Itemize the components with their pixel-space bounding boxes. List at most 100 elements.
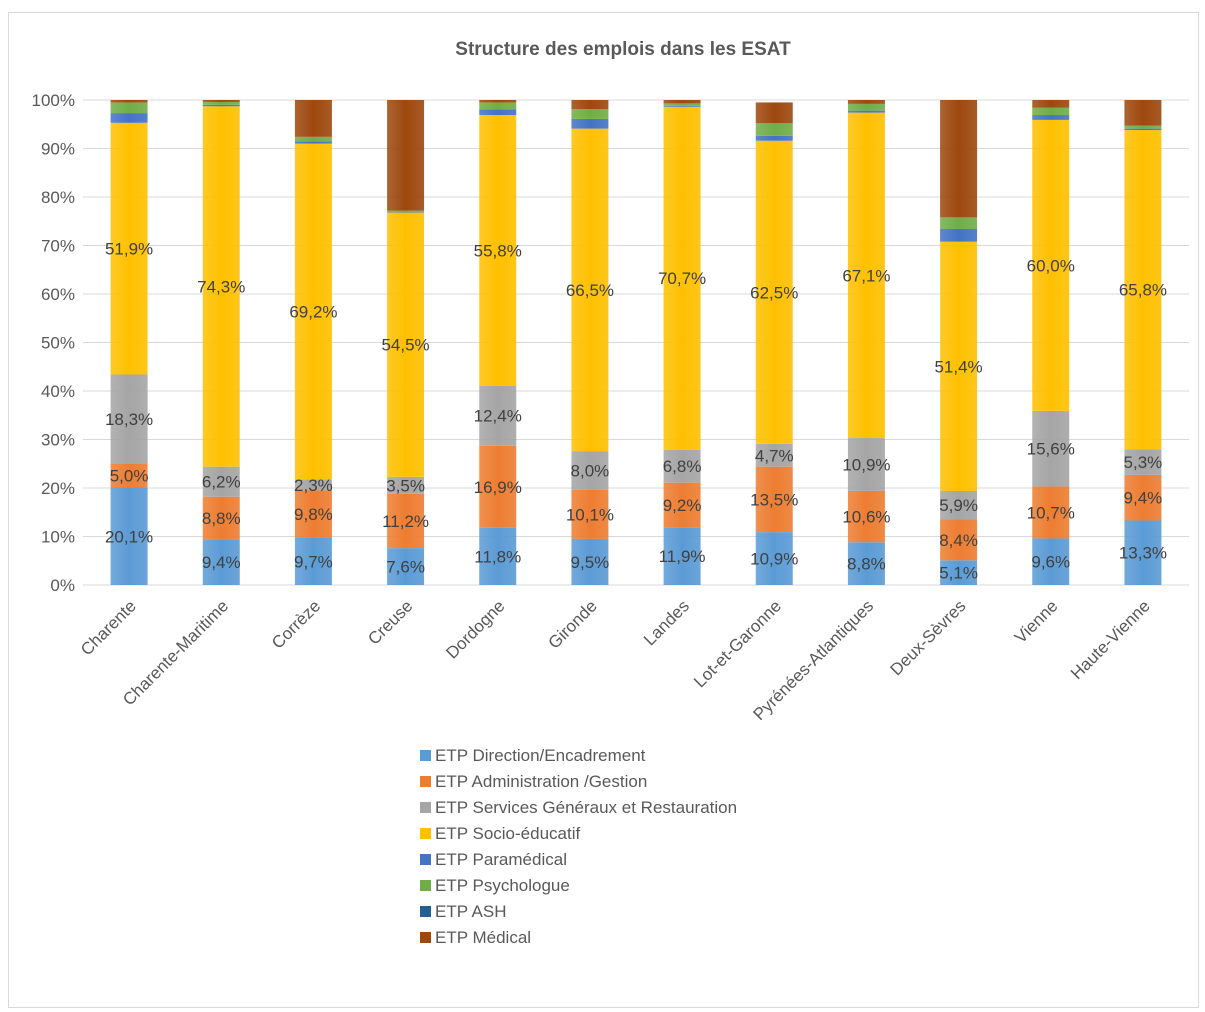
y-tick-label: 70% (41, 237, 75, 256)
data-label: 3,5% (386, 476, 425, 495)
bar-segment (202, 496, 240, 540)
bar-segment (940, 241, 978, 491)
x-tick-label: Deux-Sèvres (886, 596, 969, 679)
bar-segment (110, 463, 148, 488)
bar-segment (1032, 410, 1070, 487)
data-label: 5,1% (939, 564, 978, 583)
bar-segment (294, 141, 332, 144)
bar-segment (294, 136, 332, 142)
bar-segment (1032, 100, 1070, 108)
bar-segment (1032, 119, 1070, 411)
bar-segment (847, 438, 885, 491)
bar-segment (110, 100, 148, 103)
data-label: 69,2% (289, 302, 337, 321)
bar-segment (294, 100, 332, 137)
x-tick-label: Landes (640, 596, 693, 649)
bar-segment (202, 106, 240, 467)
bar-segment (663, 482, 701, 528)
x-tick-label: Charente (77, 596, 140, 659)
data-label: 62,5% (750, 283, 798, 302)
bar-segment (479, 115, 517, 386)
bar-segment (755, 135, 793, 141)
bar-segment (940, 560, 978, 585)
data-label: 8,4% (939, 531, 978, 550)
bar-segment (387, 210, 425, 213)
x-tick-label: Dordogne (442, 596, 508, 662)
legend-swatch (420, 828, 431, 839)
y-tick-label: 30% (41, 431, 75, 450)
bar-segment (110, 374, 148, 464)
y-tick-label: 60% (41, 285, 75, 304)
data-label: 5,0% (110, 466, 149, 485)
data-label: 6,8% (663, 457, 702, 476)
bar-segment (479, 445, 517, 528)
bar-segment (755, 140, 793, 444)
data-label: 13,3% (1119, 544, 1167, 563)
bar-segment (1032, 538, 1070, 585)
x-tick-label: Haute-Vienne (1067, 596, 1154, 683)
bar-segment (294, 537, 332, 585)
y-tick-label: 80% (41, 188, 75, 207)
data-label: 9,2% (663, 496, 702, 515)
data-label: 11,9% (659, 547, 706, 566)
bar-segment (663, 106, 701, 450)
data-label: 11,8% (474, 547, 521, 566)
bars (110, 100, 1162, 585)
y-tick-label: 50% (41, 334, 75, 353)
bar-segment (1124, 474, 1162, 521)
data-label: 11,2% (382, 512, 429, 531)
legend-swatch (420, 776, 431, 787)
bar-segment (1124, 520, 1162, 585)
y-axis-ticks: 0% 10% 20% 30% 40% 50% 60% 70% 80% 90% 100% (32, 91, 75, 595)
bar-segment (202, 100, 240, 102)
data-label: 67,1% (842, 266, 890, 285)
bar-segment (202, 101, 240, 105)
bar-segment (755, 123, 793, 136)
data-label: 10,1% (566, 505, 614, 524)
bar-segment (847, 490, 885, 543)
y-tick-label: 90% (41, 140, 75, 159)
data-label: 5,3% (1124, 453, 1163, 472)
bar-segment (294, 490, 332, 538)
data-labels: 20,1% 5,0% 18,3% 51,9% 9,4% 8,8% 6,2% 74,3% 9,7%… (105, 240, 1167, 583)
bar-segment (387, 100, 425, 211)
bar-segment (387, 548, 425, 585)
bar-segment (847, 110, 885, 113)
data-label: 8,0% (571, 462, 610, 481)
legend-swatch (420, 880, 431, 891)
bar-segment (755, 532, 793, 585)
bar-segment (110, 113, 148, 123)
data-label: 60,0% (1027, 256, 1075, 275)
bar-segment (847, 542, 885, 585)
data-label: 8,8% (847, 555, 886, 574)
legend-swatch (420, 906, 431, 917)
bar-segment (571, 451, 609, 490)
bar-segment (1124, 130, 1162, 450)
bar-segment (571, 100, 609, 110)
bar-segment (755, 443, 793, 467)
data-label: 4,7% (755, 446, 794, 465)
x-tick-label: Gironde (545, 596, 601, 652)
bar-segment (479, 527, 517, 585)
data-label: 5,9% (939, 496, 978, 515)
data-label: 66,5% (566, 281, 614, 300)
bar-segment (202, 466, 240, 497)
stacked-bar-chart: Structure des emplois dans les ESAT 0% 10… (32, 39, 1189, 947)
bar-segment (387, 493, 425, 549)
data-label: 9,5% (571, 553, 610, 572)
bar-segment (1124, 100, 1162, 126)
legend-label: ETP Direction/Encadrement (435, 746, 646, 765)
bar-segment (847, 112, 885, 439)
data-label: 18,3% (105, 410, 153, 429)
bar-segment (294, 479, 332, 491)
bar-segment (1032, 486, 1070, 539)
bar-segment (940, 100, 978, 218)
bar-segment (571, 128, 609, 452)
bar-segment (571, 118, 609, 129)
bar-segment (1124, 449, 1162, 475)
y-tick-label: 100% (32, 91, 75, 110)
data-label: 9,7% (294, 552, 333, 571)
x-tick-label: Lot-et-Garonne (690, 596, 785, 691)
bar-segment (940, 217, 978, 230)
data-label: 10,7% (1027, 503, 1075, 522)
